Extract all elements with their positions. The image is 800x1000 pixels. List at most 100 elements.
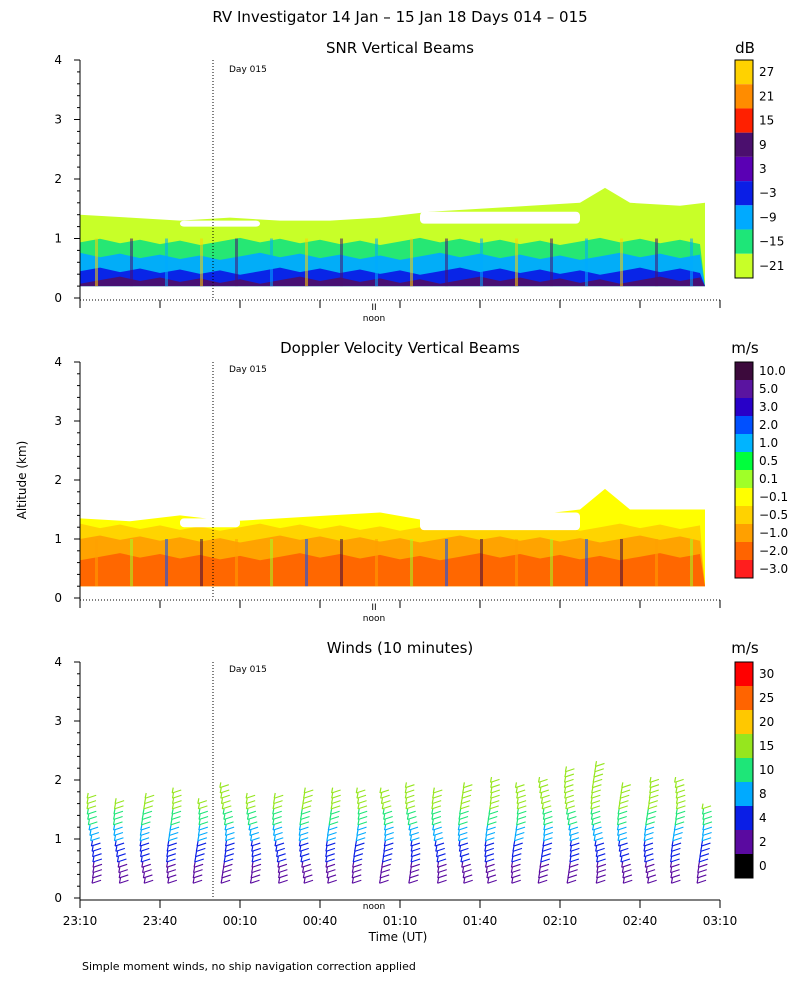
colorbar-label: 8 xyxy=(759,787,767,801)
wind-barb-flag xyxy=(542,810,553,815)
wind-barb-shaft xyxy=(353,851,356,857)
wind-barb-shaft xyxy=(670,872,673,879)
wind-barb-shaft xyxy=(139,830,142,836)
wind-barb-shaft xyxy=(485,830,488,836)
wind-barb-flag xyxy=(198,826,209,831)
wind-barb-flag xyxy=(698,863,708,868)
wind-barb-flag xyxy=(461,863,471,868)
wind-barb-shaft xyxy=(702,819,705,825)
wind-barb-flag xyxy=(357,805,368,810)
wind-profile xyxy=(378,787,394,884)
wind-barb-flag xyxy=(382,858,392,863)
wind-barb-shaft xyxy=(461,792,464,799)
wind-barb-shaft xyxy=(484,851,487,857)
wind-barb-shaft xyxy=(86,792,89,799)
wind-barb-shaft xyxy=(298,830,301,836)
wind-barb-shaft xyxy=(643,830,647,836)
wind-barb-flag xyxy=(405,805,416,810)
colorbar-swatch xyxy=(735,710,753,734)
heatmap-streak xyxy=(200,539,203,587)
wind-barb-flag xyxy=(543,831,553,836)
wind-barb-flag xyxy=(542,847,552,852)
wind-barb-flag xyxy=(511,869,521,874)
wind-barb-flag xyxy=(358,816,368,821)
wind-barb-shaft xyxy=(327,824,330,831)
wind-barb-shaft xyxy=(647,803,650,810)
wind-barb-shaft xyxy=(113,814,116,820)
wind-barb-flag xyxy=(356,794,367,799)
wind-barb-flag xyxy=(272,805,283,810)
wind-barb-flag xyxy=(484,847,495,852)
wind-barb-shaft xyxy=(485,867,488,873)
wind-barb-flag xyxy=(331,789,341,794)
wind-barb-flag xyxy=(198,831,208,836)
wind-barb-flag xyxy=(88,826,99,831)
wind-barb-flag xyxy=(591,789,601,794)
wind-barb-shaft xyxy=(325,840,328,847)
wind-barb-shaft xyxy=(198,824,201,831)
wind-barb-flag xyxy=(246,800,256,805)
wind-barb-shaft xyxy=(617,814,620,820)
colorbar-label: 4 xyxy=(759,811,767,825)
wind-barb-flag xyxy=(331,800,341,805)
wind-barb-flag xyxy=(596,863,607,868)
wind-barb-flag xyxy=(570,842,580,847)
wind-barb-shaft xyxy=(460,798,463,804)
wind-barb-shaft xyxy=(166,851,169,857)
wind-barb-shaft xyxy=(539,861,542,868)
wind-barb-flag xyxy=(248,826,259,831)
wind-barb-shaft xyxy=(224,845,227,852)
wind-barb-flag xyxy=(86,800,97,805)
wind-barb-shaft xyxy=(139,845,142,852)
wind-barb-shaft xyxy=(329,814,332,820)
wind-barb-shaft xyxy=(274,840,277,847)
wind-barb-shaft xyxy=(648,798,651,804)
wind-barb-flag xyxy=(169,826,180,831)
y-tick-label: 1 xyxy=(54,532,62,546)
wind-barb-flag xyxy=(702,826,713,831)
wind-barb-shaft xyxy=(251,845,254,852)
heatmap-streak xyxy=(375,539,378,587)
wind-barb-shaft xyxy=(114,798,117,804)
colorbar-label: 2.0 xyxy=(759,418,778,432)
wind-barb-shaft xyxy=(510,872,514,879)
colorbar-swatch xyxy=(735,156,753,182)
wind-barb-flag xyxy=(592,784,602,789)
wind-barb-shaft xyxy=(514,782,518,788)
wind-barb-shaft xyxy=(645,819,648,825)
heatmap-streak xyxy=(445,238,448,287)
wind-barb-shaft xyxy=(432,830,436,836)
wind-profile xyxy=(112,798,129,884)
wind-barb-shaft xyxy=(538,782,541,788)
wind-barb-shaft xyxy=(459,808,462,815)
wind-barb-flag xyxy=(564,778,574,783)
wind-barb-flag xyxy=(542,842,553,847)
wind-barb-flag xyxy=(356,831,367,836)
y-tick-label: 0 xyxy=(54,291,62,305)
wind-profile xyxy=(404,782,421,884)
wind-barb-flag xyxy=(223,863,233,868)
wind-barb-flag xyxy=(621,863,631,868)
wind-barb-shaft xyxy=(278,872,281,879)
wind-barb-flag xyxy=(225,831,235,836)
wind-barb-shaft xyxy=(171,792,175,799)
colorbar-frame xyxy=(734,361,754,579)
wind-barb-shaft xyxy=(699,851,702,857)
wind-barb-shaft xyxy=(118,877,122,884)
wind-barb-flag xyxy=(543,826,554,831)
wind-barb-shaft xyxy=(540,856,543,863)
wind-barb-flag xyxy=(384,837,394,842)
wind-barb-flag xyxy=(384,826,394,831)
wind-barb-flag xyxy=(590,800,601,805)
wind-barb-shaft xyxy=(565,803,568,810)
wind-barb-shaft xyxy=(383,840,386,847)
wind-barb-shaft xyxy=(646,872,649,879)
wind-barb-flag xyxy=(224,821,234,826)
wind-barb-shaft xyxy=(168,830,171,836)
wind-barb-flag xyxy=(649,784,660,789)
wind-barb-shaft xyxy=(92,867,95,873)
wind-barb-flag xyxy=(167,847,177,852)
heatmap-streak xyxy=(200,238,203,287)
wind-barb-flag xyxy=(166,858,176,863)
winds-units-label: m/s xyxy=(731,639,759,657)
